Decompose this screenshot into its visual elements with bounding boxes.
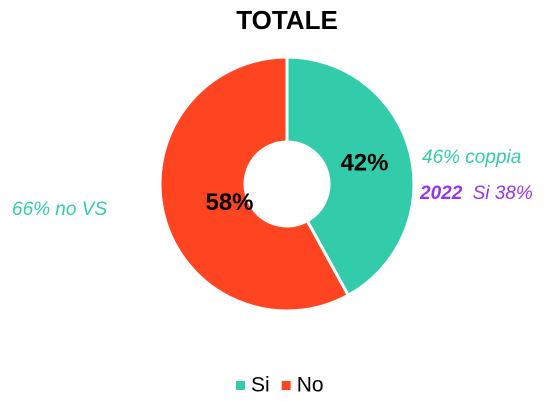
- chart-title: TOTALE: [236, 5, 338, 35]
- data-label: 42%: [340, 149, 388, 176]
- donut-slice: [285, 55, 416, 298]
- legend-label: Si: [251, 374, 270, 397]
- annotation-part: 2022: [419, 183, 463, 204]
- annotation-part: Si 38%: [473, 183, 533, 204]
- data-label: 58%: [205, 189, 253, 216]
- legend-swatch: [236, 381, 245, 390]
- legend-swatch: [281, 381, 291, 390]
- annotation: 66% no VS: [12, 199, 107, 220]
- donut-slice: [158, 55, 351, 313]
- annotation: 46% coppia: [422, 147, 521, 168]
- legend-label: No: [297, 374, 324, 397]
- annotation: 2022 Si 38%: [419, 183, 533, 204]
